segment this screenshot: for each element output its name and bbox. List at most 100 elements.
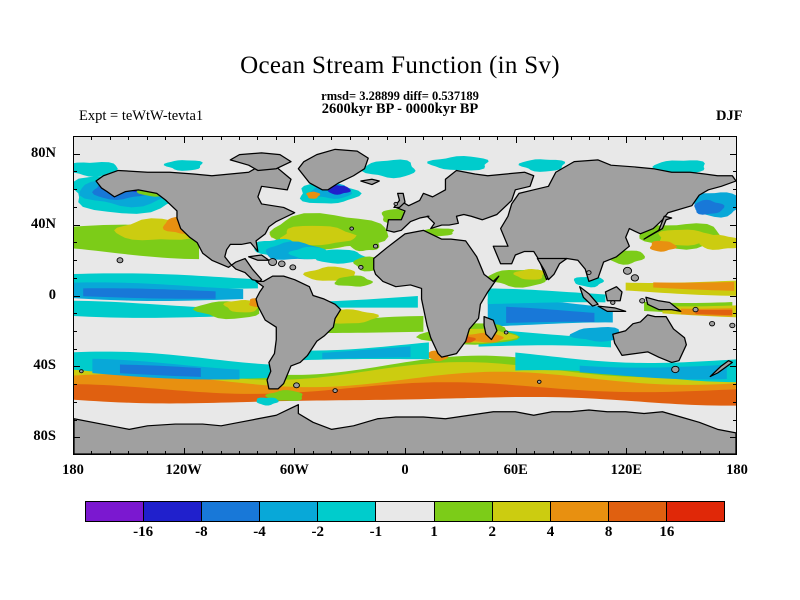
xtick-mark-top (128, 136, 129, 140)
kuroshio-orange (649, 240, 677, 252)
labrador-warm-edge (306, 191, 321, 199)
x-tick-180-6: 180 (726, 462, 748, 478)
xtick-mark-bottom (626, 448, 627, 455)
xtick-mark-top (479, 136, 480, 140)
spac-deepblue (119, 364, 201, 377)
land-sumatra (579, 286, 599, 307)
ytick-mark-left (73, 349, 77, 350)
ytick-mark-right (733, 278, 737, 279)
sind-blue (579, 364, 727, 380)
island-17 (79, 369, 84, 374)
xtick-mark-bottom (405, 448, 406, 455)
page-title: Ocean Stream Function (in Sv) (240, 52, 560, 79)
ytick-mark-right (733, 349, 737, 350)
xtick-mark-bottom (442, 451, 443, 455)
leeuwin-blue (569, 326, 624, 342)
barents-cyan (427, 156, 489, 171)
xtick-mark-top (276, 136, 277, 140)
colorbar-band-0 (86, 502, 144, 521)
xtick-mark-bottom (313, 451, 314, 455)
colorbar (85, 501, 725, 522)
island-1 (278, 260, 286, 268)
xtick-mark-bottom (276, 451, 277, 455)
xtick-mark-top (571, 136, 572, 140)
xtick-mark-bottom (221, 451, 222, 455)
colorbar-tick--2: -2 (311, 524, 324, 540)
land-antarctica (74, 404, 736, 454)
chukchi-cyan (74, 161, 118, 177)
xtick-mark-top (350, 136, 351, 140)
xtick-mark-bottom (553, 451, 554, 455)
land-new-guinea (645, 296, 682, 312)
colorbar-band-1 (143, 502, 202, 521)
island-3 (116, 257, 124, 264)
xtick-mark-top (294, 136, 295, 143)
land-greenland (297, 148, 369, 191)
colorbar-tick--4: -4 (253, 524, 266, 540)
land-africa (373, 229, 500, 358)
npac-yellow-e (699, 234, 736, 250)
colorbar-band-7 (491, 502, 550, 521)
colorbar-tick-4: 4 (546, 524, 555, 540)
ytick-mark-left (73, 278, 77, 279)
ytick-mark-right (733, 171, 737, 172)
xtick-mark-top (239, 136, 240, 140)
ytick-mark-left (73, 420, 77, 421)
land-india-tip (536, 257, 568, 281)
land-madagascar (483, 316, 498, 341)
xtick-mark-top (147, 136, 148, 140)
colorbar-band-6 (433, 502, 492, 521)
land-masses (74, 148, 736, 454)
ytick-mark-left (73, 313, 77, 314)
xtick-mark-top (91, 136, 92, 140)
xtick-mark-top (184, 136, 185, 143)
xtick-mark-top (460, 136, 461, 140)
y-tick-0: 0 (48, 286, 56, 303)
colorbar-band-2 (201, 502, 260, 521)
xtick-mark-bottom (239, 451, 240, 455)
xtick-mark-top (700, 136, 701, 140)
period-annotation: 2600kyr BP - 0000kyr BP (321, 101, 479, 117)
xtick-mark-top (626, 136, 627, 143)
x-tick-120E-5: 120E (610, 462, 643, 478)
island-12 (536, 379, 542, 384)
sargasso-cyan2 (288, 246, 327, 260)
ytick-mark-right (730, 437, 737, 438)
xtick-mark-bottom (479, 451, 480, 455)
island-10 (293, 382, 300, 389)
island-0 (289, 264, 297, 271)
sind-deepblue (506, 306, 595, 324)
colorbar-tick--8: -8 (195, 524, 208, 540)
acc-deep-orange (74, 382, 736, 406)
natl-trop-green (334, 275, 373, 287)
island-9 (586, 270, 592, 275)
satl-blue (322, 346, 411, 359)
land-borneo (604, 286, 623, 302)
ytick-mark-left (73, 242, 77, 243)
land-baffin-ellesmere (229, 152, 292, 172)
ytick-mark-left (73, 384, 77, 385)
ytick-mark-right (733, 260, 737, 261)
land-new-zealand (709, 360, 733, 378)
island-4 (729, 322, 736, 329)
island-2 (268, 258, 278, 266)
xtick-mark-bottom (663, 451, 664, 455)
labrador-core (327, 185, 351, 195)
xtick-mark-top (405, 136, 406, 143)
ytick-mark-left (73, 402, 77, 403)
kara-cyan (518, 159, 566, 172)
xtick-mark-bottom (294, 448, 295, 455)
island-8 (623, 266, 633, 275)
ytick-mark-right (733, 420, 737, 421)
ytick-mark-right (730, 296, 737, 297)
colorbar-tick-8: 8 (604, 524, 613, 540)
ytick-mark-right (733, 384, 737, 385)
land-iceland (360, 178, 380, 186)
land-asia (492, 159, 736, 283)
xtick-mark-top (202, 136, 203, 140)
colorbar-band-4 (317, 502, 376, 521)
xtick-mark-top (645, 136, 646, 140)
ytick-mark-left (73, 296, 80, 297)
land-australia (612, 314, 687, 364)
